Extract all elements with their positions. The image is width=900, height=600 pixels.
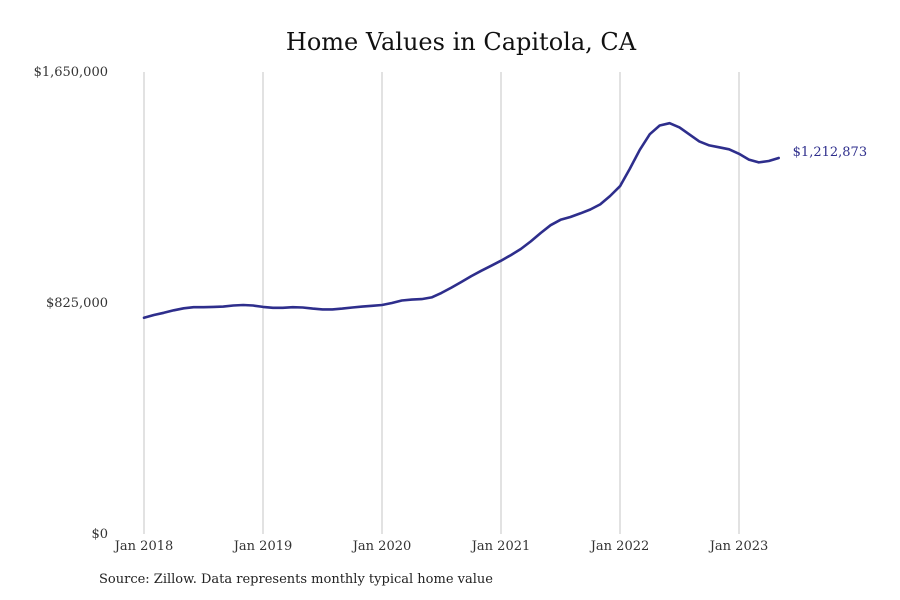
grid xyxy=(143,72,740,534)
series-group: $1,212,873 xyxy=(142,121,867,320)
x-tick-label: Jan 2018 xyxy=(113,539,174,554)
x-tick-label: Jan 2020 xyxy=(351,539,412,554)
x-tick-label: Jan 2019 xyxy=(232,539,293,554)
y-axis: $0 $825,000 $1,650,000 xyxy=(34,65,108,542)
end-value-label: $1,212,873 xyxy=(793,145,867,160)
x-axis: Jan 2018 Jan 2019 Jan 2020 Jan 2021 Jan 2022… xyxy=(113,539,769,554)
x-tick-label: Jan 2022 xyxy=(589,539,650,554)
chart-title: Home Values in Capitola, CA xyxy=(286,28,637,56)
source-note: Source: Zillow. Data represents monthly … xyxy=(99,572,493,587)
x-tick-label: Jan 2021 xyxy=(470,539,531,554)
series-line xyxy=(142,121,781,320)
y-tick-label: $825,000 xyxy=(46,296,108,311)
y-tick-label: $1,650,000 xyxy=(34,65,108,80)
y-tick-label: $0 xyxy=(91,527,108,542)
x-tick-label: Jan 2023 xyxy=(708,539,769,554)
